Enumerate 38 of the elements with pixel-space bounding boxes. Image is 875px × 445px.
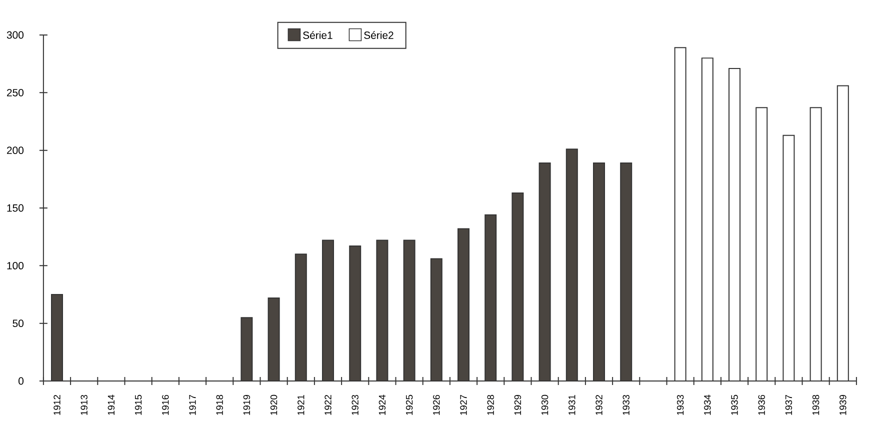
x-tick-label: 1918 <box>216 394 223 415</box>
x-tick-label: 1933 <box>676 394 684 415</box>
x-tick-label: 1921 <box>298 394 304 415</box>
x-tick-label: 1935 <box>731 394 738 415</box>
x-tick-label: 1915 <box>134 394 142 415</box>
x-tick-label: 1934 <box>704 394 711 415</box>
x-tick-label: 1937 <box>785 394 792 415</box>
x-tick-label: 1939 <box>840 394 846 415</box>
x-tick-label: 1916 <box>162 394 169 415</box>
x-tick-label: 1938 <box>812 394 820 415</box>
y-tick-label: 150 <box>7 204 24 212</box>
y-tick-label: 300 <box>6 31 24 39</box>
x-tick-label: 1936 <box>758 394 765 415</box>
x-tick-label: 1912 <box>54 394 60 415</box>
x-tick-label: 1930 <box>541 394 548 415</box>
x-tick-label: 1924 <box>378 394 386 415</box>
y-tick-label: 250 <box>7 88 24 96</box>
legend-label: Série1 <box>303 31 332 39</box>
x-tick-label: 1931 <box>568 394 576 415</box>
x-tick-label: 1929 <box>514 394 522 415</box>
x-tick-label: 1919 <box>243 394 250 415</box>
x-tick-label: 1932 <box>596 394 602 415</box>
legend-label: Série2 <box>364 31 394 39</box>
x-tick-label: 1928 <box>487 394 494 415</box>
x-tick-label: 1923 <box>352 394 358 415</box>
x-tick-label: 1913 <box>80 394 88 415</box>
x-tick-label: 1914 <box>108 394 115 415</box>
y-tick-label: 50 <box>12 320 24 328</box>
x-tick-label: 1917 <box>189 394 196 415</box>
x-tick-label: 1922 <box>324 394 332 415</box>
x-tick-label: 1933 <box>622 394 630 415</box>
y-tick-label: 0 <box>18 377 24 385</box>
y-tick-label: 200 <box>7 146 24 154</box>
x-tick-label: 1925 <box>406 394 413 415</box>
x-tick-label: 1927 <box>460 394 467 415</box>
y-tick-label: 100 <box>7 262 24 270</box>
x-tick-label: 1920 <box>270 394 278 415</box>
x-tick-label: 1926 <box>433 394 440 415</box>
